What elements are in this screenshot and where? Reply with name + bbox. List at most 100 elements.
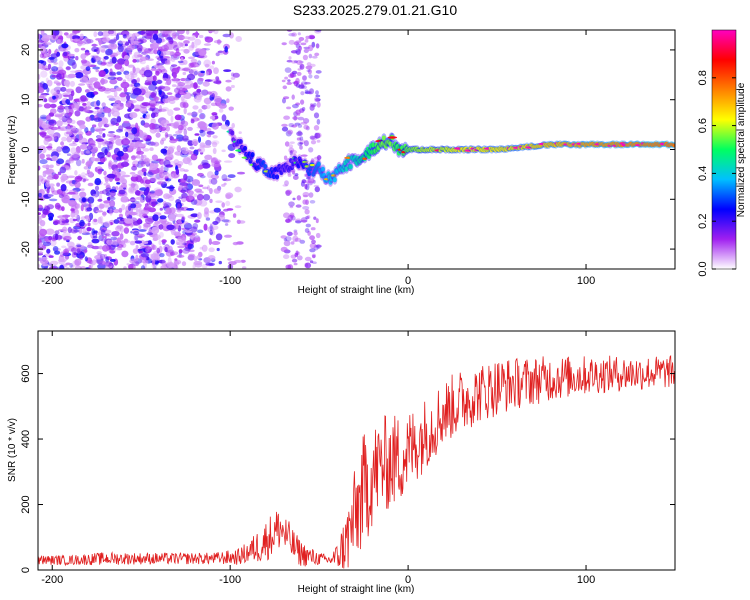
noise-blob xyxy=(106,239,114,246)
y-tick-label: 0 xyxy=(20,146,32,152)
noise-blob xyxy=(164,60,171,65)
noise-blob xyxy=(193,193,198,198)
noise-blob xyxy=(61,136,67,142)
noise-blob xyxy=(221,219,230,223)
noise-blob xyxy=(42,208,49,215)
noise-blob xyxy=(61,245,67,249)
noise-blob xyxy=(195,94,202,101)
noise-blob xyxy=(299,136,304,141)
noise-blob xyxy=(88,212,94,221)
noise-blob xyxy=(309,135,316,140)
noise-blob xyxy=(198,184,204,188)
noise-blob xyxy=(105,256,109,263)
noise-blob xyxy=(62,94,70,98)
noise-blob xyxy=(283,96,290,100)
ridge-mark xyxy=(400,145,405,151)
noise-blob xyxy=(42,263,49,267)
noise-blob xyxy=(52,31,57,39)
noise-blob xyxy=(93,218,98,223)
noise-blob xyxy=(75,56,79,61)
noise-blob xyxy=(38,104,43,108)
noise-blob xyxy=(47,212,55,219)
noise-blob xyxy=(288,144,294,149)
noise-blob xyxy=(95,69,100,73)
noise-blob xyxy=(308,53,313,59)
noise-blob xyxy=(282,97,286,104)
noise-blob xyxy=(151,102,160,106)
noise-blob xyxy=(84,52,91,56)
noise-blob xyxy=(92,82,98,86)
noise-blob xyxy=(165,134,173,138)
noise-blob xyxy=(288,201,295,207)
noise-blob xyxy=(101,102,106,108)
noise-blob xyxy=(181,68,191,71)
noise-blob xyxy=(187,249,195,253)
noise-blob xyxy=(315,218,319,224)
noise-blob xyxy=(182,59,188,65)
noise-blob xyxy=(102,245,109,252)
noise-blob xyxy=(98,128,103,135)
noise-blob xyxy=(154,162,159,168)
noise-blob xyxy=(310,227,316,231)
noise-blob xyxy=(71,252,78,258)
noise-blob xyxy=(131,155,136,161)
noise-blob xyxy=(288,123,295,128)
noise-blob xyxy=(188,162,193,166)
noise-blob xyxy=(83,38,92,45)
noise-blob xyxy=(221,202,225,208)
noise-blob xyxy=(129,240,136,246)
noise-blob xyxy=(74,170,78,176)
noise-blob xyxy=(40,70,48,78)
noise-blob xyxy=(80,59,88,64)
noise-blob xyxy=(40,116,48,120)
noise-blob xyxy=(109,87,117,93)
noise-blob xyxy=(79,33,84,39)
noise-blob xyxy=(70,208,75,212)
noise-blob xyxy=(170,115,174,123)
noise-blob xyxy=(299,139,306,144)
noise-blob xyxy=(183,48,190,54)
noise-blob xyxy=(316,118,321,125)
noise-blob xyxy=(90,54,99,59)
noise-blob xyxy=(309,260,314,264)
noise-blob xyxy=(290,215,296,221)
noise-blob xyxy=(80,150,84,155)
noise-blob xyxy=(284,180,289,187)
noise-blob xyxy=(59,251,65,258)
noise-blob xyxy=(65,218,69,223)
noise-blob xyxy=(97,143,102,149)
noise-blob xyxy=(196,190,204,194)
noise-blob xyxy=(67,53,75,57)
noise-blob xyxy=(173,87,181,94)
noise-blob xyxy=(136,44,143,52)
noise-blob xyxy=(39,81,46,88)
noise-blob xyxy=(224,46,228,53)
noise-blob xyxy=(85,116,92,122)
noise-blob xyxy=(166,123,172,127)
noise-blob xyxy=(296,131,303,137)
noise-blob xyxy=(39,159,48,165)
noise-blob xyxy=(180,125,187,131)
noise-blob xyxy=(151,154,158,161)
noise-blob xyxy=(176,145,182,152)
noise-blob xyxy=(209,65,215,70)
noise-blob xyxy=(177,30,185,35)
noise-blob xyxy=(131,139,137,143)
noise-blob xyxy=(310,136,318,140)
noise-blob xyxy=(69,217,76,224)
noise-blob xyxy=(120,81,130,89)
noise-blob xyxy=(170,171,176,178)
noise-blob xyxy=(188,193,194,201)
noise-blob xyxy=(201,105,208,110)
noise-blob xyxy=(161,107,169,112)
noise-blob xyxy=(203,59,211,67)
noise-blob xyxy=(54,202,61,210)
noise-blob xyxy=(303,124,309,130)
noise-blob xyxy=(231,72,235,77)
noise-blob xyxy=(119,92,127,98)
noise-blob xyxy=(174,51,181,57)
noise-blob xyxy=(72,30,82,33)
noise-blob xyxy=(197,121,206,129)
